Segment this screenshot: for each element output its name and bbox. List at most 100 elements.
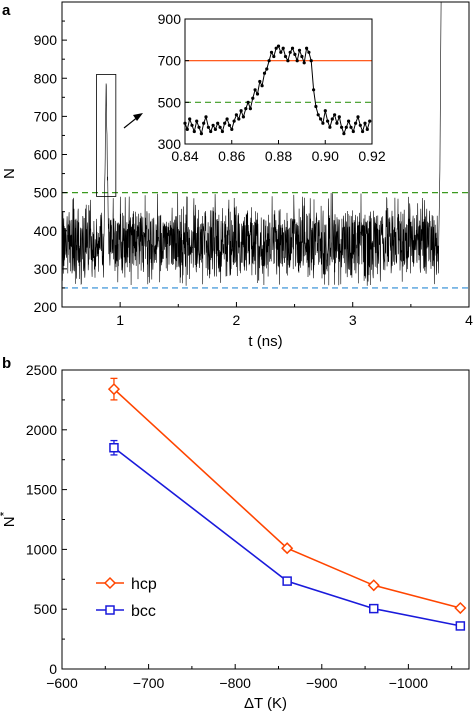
inset-point [326, 119, 330, 123]
inset-point [307, 50, 311, 54]
inset-point [295, 59, 299, 63]
inset-point [246, 100, 250, 104]
inset-point [319, 117, 323, 121]
bcc-point [368, 603, 379, 614]
inset-point [232, 119, 236, 123]
panel-b-plot-frame [61, 369, 470, 670]
inset-point [195, 119, 199, 123]
inset-point [227, 123, 231, 127]
inset-point [276, 44, 281, 48]
y-tick-label: 900 [34, 32, 58, 48]
inset-point [218, 125, 222, 129]
inset-point [333, 113, 337, 117]
inset-point [216, 121, 220, 125]
inset-point [344, 125, 348, 129]
inset-point [349, 125, 353, 129]
y-tick-label: 500 [34, 601, 58, 617]
hcp-line [113, 388, 461, 609]
inset-point [251, 96, 255, 100]
inset-point [255, 92, 260, 96]
panel-a-reference-lines [62, 192, 469, 289]
inset-point [190, 123, 194, 127]
x-tick-label: −1000 [389, 675, 429, 691]
y-label-base: N [1, 516, 18, 527]
inset-point [356, 115, 360, 119]
inset-point [365, 127, 369, 131]
legend-marker-bcc [105, 605, 115, 615]
inset-point [300, 54, 304, 59]
hcp-point [107, 383, 121, 396]
inset-point [209, 129, 213, 134]
y-tick-label: 2500 [26, 362, 57, 378]
inset-point [197, 125, 201, 129]
legend: hcp bcc [96, 576, 157, 620]
inset-point [234, 113, 238, 117]
inset-point [347, 119, 351, 123]
series-bcc [109, 439, 466, 631]
legend-label-hcp: hcp [131, 576, 157, 593]
inset-point [279, 50, 283, 54]
inset-point [312, 88, 316, 92]
inset-x-ticks: 0.84 0.86 0.88 0.90 0.92 [171, 140, 386, 164]
panel-a-trace [61, 1, 442, 286]
inset-point [211, 123, 215, 127]
inset-y-tick-label: 500 [158, 94, 182, 110]
inset-y-tick-label: 300 [158, 136, 182, 152]
inset-point [283, 54, 288, 59]
hcp-point [367, 579, 380, 592]
inset-point [351, 129, 355, 134]
inset-point [269, 50, 274, 54]
bcc-line [113, 447, 461, 627]
inset-point [260, 84, 264, 88]
panel-b-series [107, 377, 467, 631]
hcp-point [454, 601, 467, 615]
y-tick-label: 500 [34, 185, 58, 201]
inset-point [241, 115, 245, 119]
trace-line [61, 1, 442, 286]
inset-point [244, 107, 248, 111]
y-label-superscript: * [0, 511, 11, 516]
inset-point [302, 61, 306, 65]
inset-y-tick-label: 700 [158, 53, 182, 69]
inset-point [185, 127, 189, 131]
hcp-point [281, 542, 294, 555]
series-hcp [107, 377, 467, 615]
inset-point [358, 123, 362, 127]
inset-point [286, 59, 290, 63]
inset-point [202, 121, 206, 125]
inset-point [199, 132, 203, 136]
inset-point [248, 107, 252, 111]
inset-point [192, 129, 196, 134]
inset-point [272, 54, 276, 59]
panel-a-x-axis-label: t (ns) [248, 333, 282, 350]
inset-x-tick-label: 0.84 [171, 148, 198, 164]
x-tick-label: 4 [465, 312, 473, 328]
inset-trace [183, 44, 372, 136]
inset-point [293, 52, 297, 57]
x-tick-label: −700 [133, 675, 165, 691]
inset-y-tick-label: 900 [158, 11, 182, 27]
y-tick-label: 700 [34, 108, 58, 124]
inset-point [239, 109, 243, 113]
panel-b-y-axis-label: N* [0, 511, 18, 527]
y-tick-label: 200 [34, 299, 58, 315]
inset-point [305, 46, 309, 50]
bcc-point [109, 442, 119, 453]
inset-point [213, 127, 217, 131]
inset-point [290, 46, 295, 50]
inset-point [330, 117, 334, 121]
inset-point [223, 121, 227, 125]
inset-point [361, 129, 365, 134]
inset-y-ticks: 300 500 700 900 [158, 11, 189, 152]
inset-x-tick-label: 0.92 [358, 148, 385, 164]
y-tick-label: 2000 [26, 422, 57, 438]
inset-point [340, 125, 344, 129]
inset-point [323, 109, 327, 113]
y-tick-label: 1500 [26, 482, 57, 498]
legend-label-bcc: bcc [131, 603, 156, 620]
inset-reference-lines [185, 60, 372, 103]
arrow-head [133, 113, 143, 121]
inset-point [335, 121, 339, 125]
inset-point [328, 125, 332, 129]
